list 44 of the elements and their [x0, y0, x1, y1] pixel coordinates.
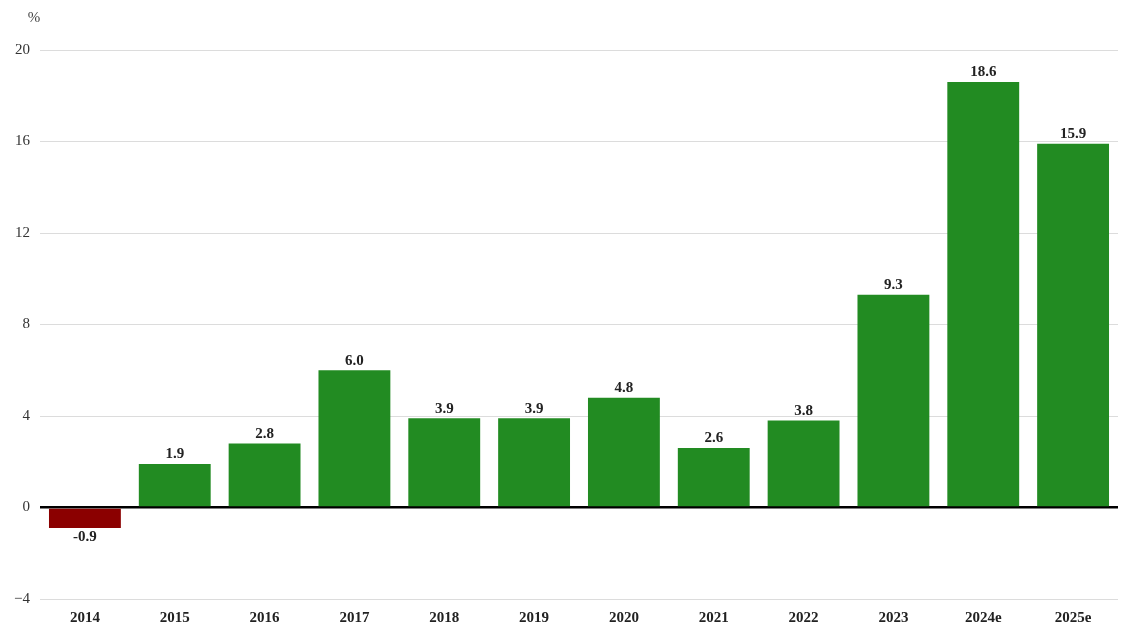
data-label: 3.9: [524, 399, 544, 416]
data-label: 2.8: [255, 424, 274, 441]
bar: [1037, 143, 1110, 507]
bar: [138, 464, 211, 507]
data-label: 2.6: [704, 429, 724, 446]
bar: [767, 420, 840, 507]
x-tick-label: 2016: [249, 608, 281, 625]
data-label: 1.9: [165, 445, 185, 462]
bar: [228, 443, 301, 507]
y-tick-label: 8: [22, 315, 30, 332]
bar: [947, 82, 1020, 507]
bar: [498, 418, 571, 507]
x-tick-label: 2021: [698, 608, 729, 625]
data-label: -0.9: [73, 528, 97, 545]
bar: [677, 448, 750, 507]
y-axis-title: %: [27, 8, 41, 25]
y-tick-label: 12: [15, 223, 30, 240]
bar: [857, 294, 930, 507]
x-tick-label: 2017: [339, 608, 370, 625]
x-tick-label: 2022: [788, 608, 819, 625]
data-label: 6.0: [345, 351, 364, 368]
y-tick-label: 4: [22, 406, 31, 423]
data-label: 3.9: [434, 399, 454, 416]
data-label: 15.9: [1059, 125, 1087, 142]
bar: [48, 508, 121, 529]
x-tick-label: 2019: [519, 608, 550, 625]
x-tick-label: 2018: [429, 608, 460, 625]
data-label: 4.8: [614, 379, 634, 396]
x-tick-label: 2020: [608, 608, 639, 625]
x-tick-label: 2024e: [964, 608, 1002, 625]
bar: [587, 397, 660, 507]
x-tick-label: 2014: [69, 608, 101, 625]
x-tick-label: 2023: [878, 608, 909, 625]
bar: [408, 418, 481, 507]
y-tick-label: −4: [14, 589, 31, 606]
x-tick-label: 2025e: [1054, 608, 1092, 625]
data-label: 3.8: [794, 401, 813, 418]
y-tick-label: 16: [15, 132, 31, 149]
y-tick-label: 0: [22, 498, 30, 515]
data-label: 9.3: [884, 276, 903, 293]
data-label: 18.6: [970, 63, 997, 80]
x-tick-label: 2015: [159, 608, 190, 625]
bar: [318, 370, 391, 507]
y-tick-label: 20: [15, 40, 30, 57]
